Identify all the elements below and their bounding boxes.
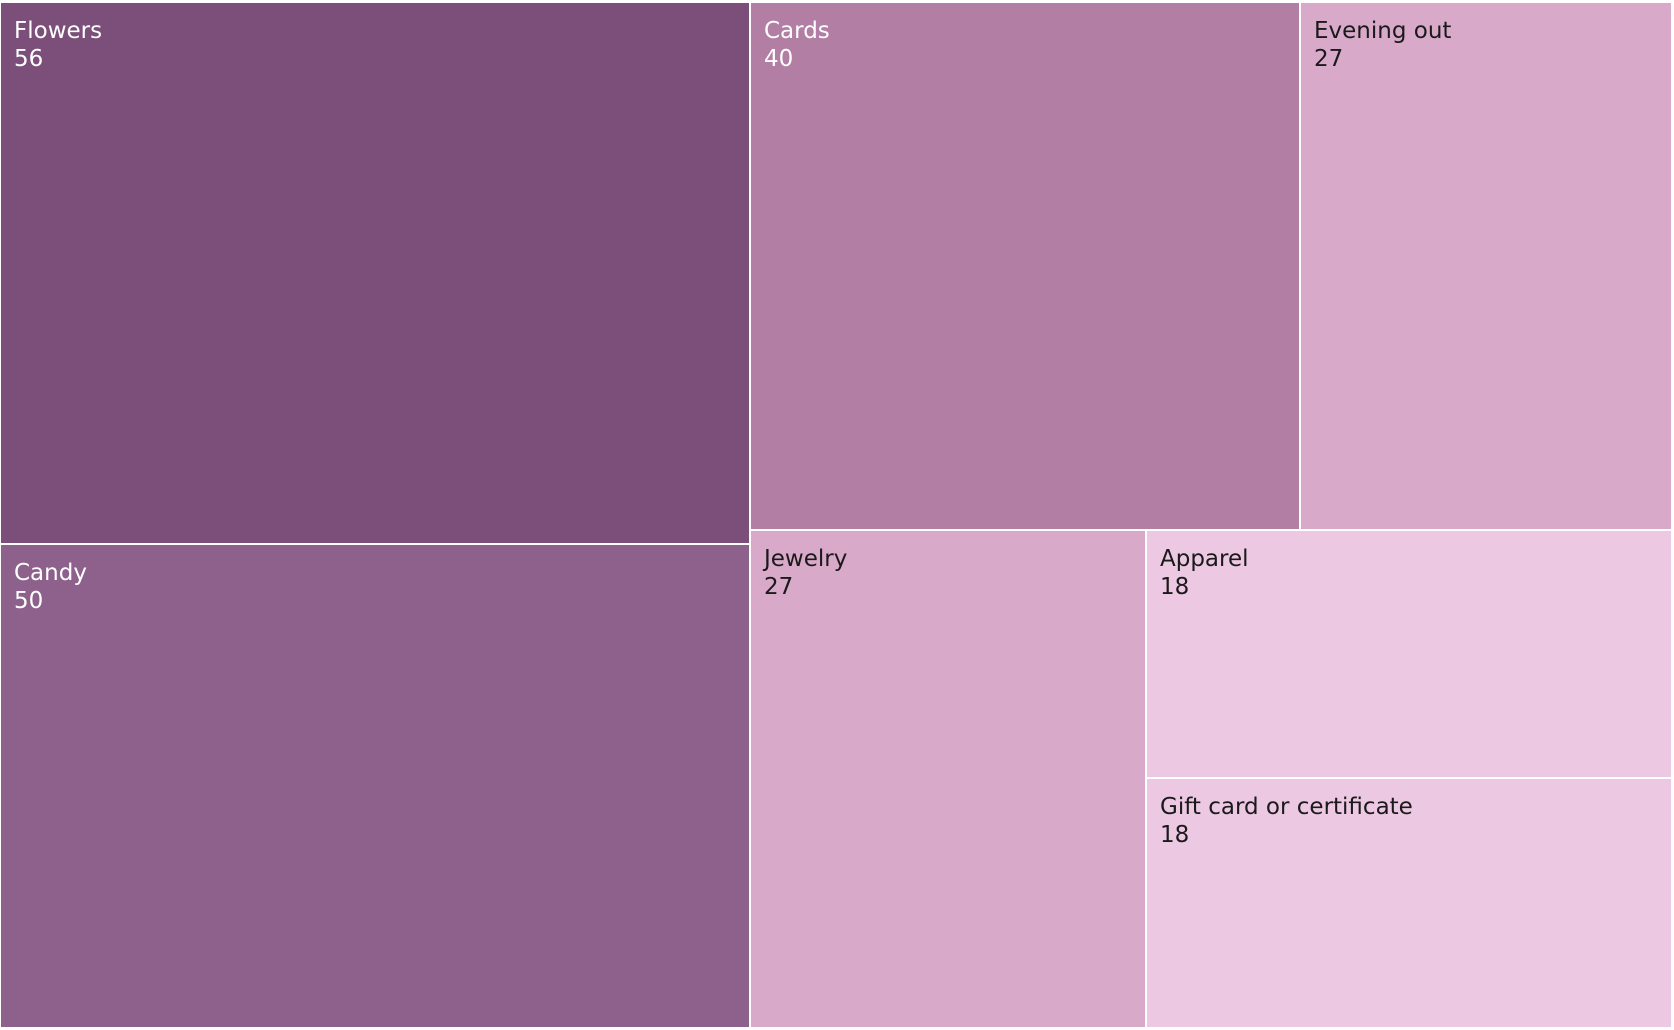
treemap-label: Apparel: [1160, 546, 1249, 572]
treemap-label: Gift card or certificate: [1160, 794, 1413, 820]
treemap-rect-jewelry: [749, 529, 1147, 1029]
treemap-value: 18: [1160, 574, 1189, 600]
treemap-value: 50: [14, 588, 43, 614]
treemap-label: Flowers: [14, 18, 102, 44]
treemap-rect-gift-card-or-certificate: [1145, 777, 1673, 1029]
treemap-rect-candy: [0, 543, 751, 1029]
treemap-value: 18: [1160, 822, 1189, 848]
treemap-rect-flowers: [0, 1, 751, 545]
treemap-label: Cards: [764, 18, 830, 44]
treemap-rect-evening-out: [1299, 1, 1673, 531]
treemap-rect-apparel: [1145, 529, 1673, 779]
treemap-value: 27: [1314, 46, 1343, 72]
treemap-label: Candy: [14, 560, 87, 586]
treemap-value: 40: [764, 46, 793, 72]
treemap-label: Evening out: [1314, 18, 1451, 44]
treemap-value: 56: [14, 46, 43, 72]
treemap-rect-cards: [749, 1, 1301, 531]
treemap-value: 27: [764, 574, 793, 600]
treemap-label: Jewelry: [762, 546, 847, 572]
